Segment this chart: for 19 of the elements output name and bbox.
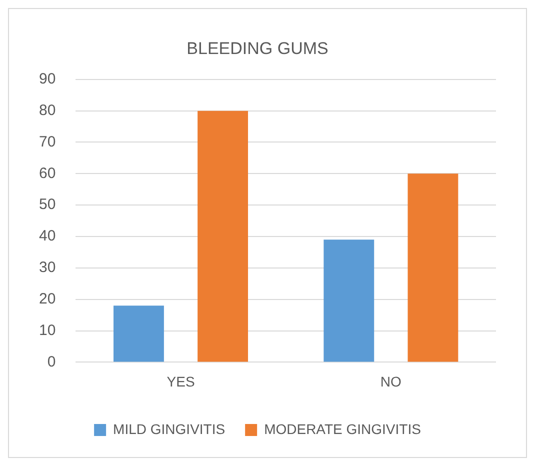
chart-title: BLEEDING GUMS <box>186 38 328 58</box>
y-tick-label: 30 <box>38 259 56 276</box>
y-tick-label: 90 <box>38 70 56 88</box>
y-tick-label: 20 <box>38 290 56 308</box>
legend-label: MILD GINGIVITIS <box>113 420 226 437</box>
y-tick-label: 40 <box>38 228 56 245</box>
y-tick-label: 70 <box>38 133 56 150</box>
y-tick-label: 60 <box>38 164 56 182</box>
bar <box>198 110 248 362</box>
bar <box>408 174 458 362</box>
bar <box>324 240 374 362</box>
x-tick-label: YES <box>166 373 195 390</box>
legend-label: MODERATE GINGIVITIS <box>264 420 421 437</box>
y-tick-label: 0 <box>47 353 56 370</box>
bar <box>114 306 164 362</box>
y-tick-label: 50 <box>38 196 56 214</box>
y-tick-label: 10 <box>38 322 56 339</box>
x-tick-label: NO <box>380 373 402 390</box>
y-tick-label: 80 <box>38 102 56 119</box>
